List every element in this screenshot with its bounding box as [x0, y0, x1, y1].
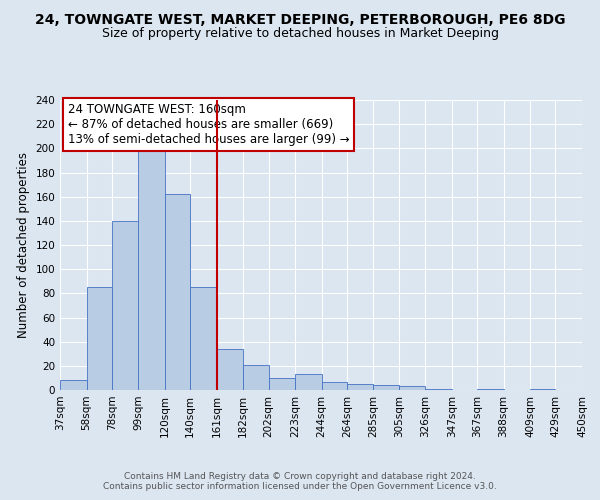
Text: Contains HM Land Registry data © Crown copyright and database right 2024.: Contains HM Land Registry data © Crown c… — [124, 472, 476, 481]
Bar — [373, 385, 399, 390]
Bar — [295, 374, 322, 390]
Text: Size of property relative to detached houses in Market Deeping: Size of property relative to detached ho… — [101, 28, 499, 40]
Text: Contains public sector information licensed under the Open Government Licence v3: Contains public sector information licen… — [103, 482, 497, 491]
Bar — [217, 349, 243, 390]
Bar — [139, 150, 165, 390]
Bar — [477, 389, 503, 390]
Bar — [112, 221, 139, 390]
Bar — [347, 384, 373, 390]
Bar — [399, 386, 425, 390]
Bar — [269, 378, 295, 390]
Text: 24 TOWNGATE WEST: 160sqm
← 87% of detached houses are smaller (669)
13% of semi-: 24 TOWNGATE WEST: 160sqm ← 87% of detach… — [68, 103, 349, 146]
Bar — [165, 194, 190, 390]
Bar — [322, 382, 347, 390]
Text: 24, TOWNGATE WEST, MARKET DEEPING, PETERBOROUGH, PE6 8DG: 24, TOWNGATE WEST, MARKET DEEPING, PETER… — [35, 12, 565, 26]
Bar — [243, 364, 269, 390]
Bar — [425, 389, 452, 390]
Bar — [530, 389, 556, 390]
Bar — [582, 389, 600, 390]
Bar — [60, 380, 86, 390]
Bar — [190, 288, 217, 390]
Y-axis label: Number of detached properties: Number of detached properties — [17, 152, 30, 338]
Bar — [86, 288, 112, 390]
